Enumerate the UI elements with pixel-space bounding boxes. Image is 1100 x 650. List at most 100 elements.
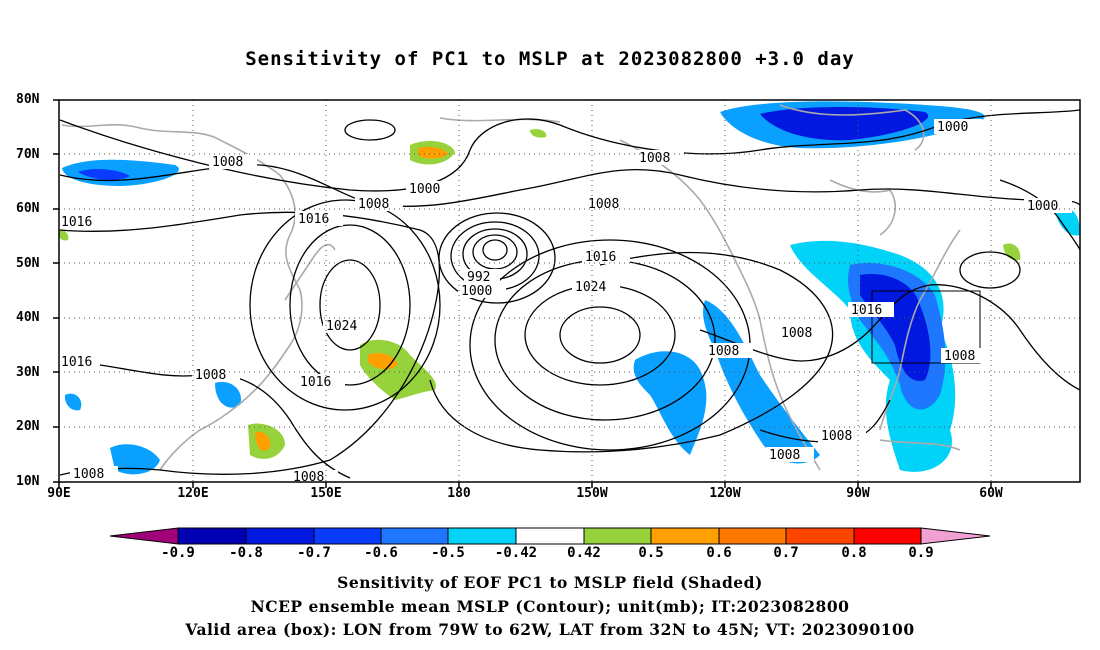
coastline-north-america <box>619 139 821 471</box>
contour-label-text: 1000 <box>409 182 440 197</box>
shade-negative-indochina <box>64 393 82 411</box>
contour-high-npac-2 <box>524 284 676 386</box>
contour-label-far-west-1016: 1016 <box>58 214 106 230</box>
coastline-east-coast <box>879 229 961 431</box>
shade-negative-mexico <box>703 300 820 464</box>
colorbar-label: -0.42 <box>494 545 538 561</box>
contour-label-east-1016: 1016 <box>848 302 894 318</box>
shade-positive-wpac-core <box>255 431 271 451</box>
colorbar-low-triangle <box>109 527 179 545</box>
colorbar-label: -0.7 <box>297 545 331 561</box>
caption-valid-area: Valid area (box): LON from 79W to 62W, L… <box>185 620 915 639</box>
contour-label-text: 1016 <box>851 303 882 318</box>
colorbar-cell-1 <box>177 527 247 545</box>
lon-label-60w: 60W <box>979 486 1003 501</box>
contour-label-canada-1008: 1008 <box>585 196 633 212</box>
shade-negative-wpac <box>215 381 241 408</box>
contour-label-npac-1000: 1000 <box>406 181 454 197</box>
contour-label-text: 1008 <box>73 467 104 482</box>
colorbar-cell-9 <box>718 527 787 545</box>
contour-1016-east <box>429 251 834 453</box>
contour-label-siberia: 1008 <box>209 154 257 170</box>
contour-1000-atl <box>999 179 1080 251</box>
coastline-asia <box>61 123 303 471</box>
coastline-hudson <box>829 179 896 236</box>
colorbar-cell-7 <box>583 527 652 545</box>
contour-label-text: 1008 <box>639 151 670 166</box>
lon-label-180: 180 <box>447 486 471 501</box>
colorbar-high-triangle <box>920 527 991 545</box>
lon-label-120e: 120E <box>177 486 209 501</box>
colorbar-label: -0.9 <box>161 545 195 561</box>
contour-high-npac-1 <box>559 306 641 364</box>
contour-label-text: 1008 <box>212 155 243 170</box>
contour-label-text: 1000 <box>1027 199 1058 214</box>
axis-ticks <box>53 99 992 488</box>
contour-label-text: 1008 <box>195 368 226 383</box>
colorbar-label: 0.7 <box>773 545 799 561</box>
colorbar-label: -0.5 <box>431 545 465 561</box>
contour-label-npac-1008: 1008 <box>355 196 403 212</box>
contour-high-wpac-3 <box>249 199 441 411</box>
contour-kamchatka-high <box>344 119 396 141</box>
colorbar-cell-6 <box>515 527 585 545</box>
map-frame <box>58 99 1081 483</box>
colorbar-cell-8 <box>650 527 720 545</box>
contour-label-text: 1016 <box>585 250 616 265</box>
colorbar-label: 0.6 <box>706 545 732 561</box>
shade-negative-arctic-core <box>760 107 929 141</box>
coastline-japan <box>284 243 336 301</box>
shade-positive-kamchatka-core <box>418 146 448 159</box>
colorbar-label: -0.6 <box>364 545 398 561</box>
shade-negative-china <box>110 444 160 475</box>
gridlines <box>59 100 1080 482</box>
contour-1008-south <box>59 359 351 479</box>
contour-label-box-1008: 1008 <box>941 348 987 364</box>
contour-north-1008 <box>59 163 1080 207</box>
lat-label-40n: 40N <box>16 310 40 325</box>
colorbar-label: 0.8 <box>841 545 867 561</box>
shade-positive-labrador <box>1003 243 1021 261</box>
colorbar-cell-5 <box>447 527 517 545</box>
colorbar-cell-11 <box>853 527 922 545</box>
contour-label-china-1008: 1008 <box>70 466 118 482</box>
lat-label-30n: 30N <box>16 365 40 380</box>
contour-label-text: 1016 <box>300 375 331 390</box>
contour-label-low-992: 992 <box>464 269 500 285</box>
lon-label-150w: 150W <box>576 486 608 501</box>
coastline-caribbean <box>879 439 961 451</box>
coastline-arctic <box>439 117 561 123</box>
contour-label-text: 992 <box>467 270 490 285</box>
contour-label-text: 1008 <box>588 197 619 212</box>
contour-label-trop-1008: 1008 <box>192 367 240 383</box>
lat-label-80n: 80N <box>16 92 40 107</box>
lat-label-70n: 70N <box>16 147 40 162</box>
contour-high-wpac-1 <box>319 259 381 351</box>
contour-label-text: 1024 <box>575 280 606 295</box>
contour-label-text: 1008 <box>781 326 812 341</box>
lon-label-120w: 120W <box>709 486 741 501</box>
coastlines <box>61 104 961 471</box>
lon-label-90e: 90E <box>47 486 71 501</box>
lat-label-20n: 20N <box>16 419 40 434</box>
lon-label-150e: 150E <box>310 486 342 501</box>
contour-label-text: 1016 <box>298 212 329 227</box>
contour-label-alaska-1008: 1008 <box>636 150 684 166</box>
contour-1016-west <box>59 211 441 476</box>
lon-label-90w: 90W <box>846 486 870 501</box>
contour-label-text: 1000 <box>937 120 968 135</box>
contour-label-greenland-1000: 1000 <box>934 119 982 135</box>
contour-high-wpac-2 <box>289 224 411 386</box>
contour-label-text: 1008 <box>821 429 852 444</box>
colorbar-cell-10 <box>785 527 855 545</box>
contour-label-text: 1000 <box>461 284 492 299</box>
contour-label-npac-1016: 1016 <box>582 249 630 265</box>
contour-label-layer: 1008 1000 1016 1008 1008 1000 1008 1000 … <box>58 119 1072 485</box>
contour-atlantic-high <box>959 251 1021 289</box>
lat-label-60n: 60N <box>16 201 40 216</box>
colorbar <box>109 527 991 545</box>
plot-title: Sensitivity of PC1 to MSLP at 2023082800… <box>245 48 855 70</box>
colorbar-cell-4 <box>380 527 449 545</box>
contour-label-wpac-1016: 1016 <box>297 374 345 390</box>
contour-label-text: 1024 <box>326 319 357 334</box>
